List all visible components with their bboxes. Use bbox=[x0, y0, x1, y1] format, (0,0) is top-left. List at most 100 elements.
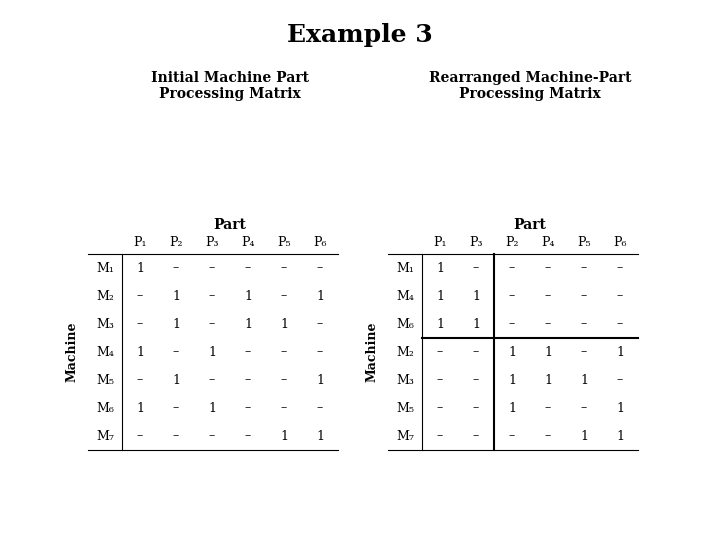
Text: –: – bbox=[137, 289, 143, 302]
Text: Example 3: Example 3 bbox=[287, 23, 433, 47]
Text: –: – bbox=[245, 261, 251, 274]
Text: –: – bbox=[545, 402, 551, 415]
Text: –: – bbox=[545, 289, 551, 302]
Text: 1: 1 bbox=[616, 429, 624, 442]
Text: –: – bbox=[317, 318, 323, 330]
Text: 1: 1 bbox=[508, 402, 516, 415]
Text: –: – bbox=[437, 346, 443, 359]
Text: –: – bbox=[509, 429, 515, 442]
Text: P₂: P₂ bbox=[505, 235, 518, 248]
Text: –: – bbox=[281, 346, 287, 359]
Text: 1: 1 bbox=[172, 318, 180, 330]
Text: –: – bbox=[473, 429, 479, 442]
Text: 1: 1 bbox=[616, 346, 624, 359]
Text: –: – bbox=[281, 402, 287, 415]
Text: P₁: P₁ bbox=[433, 235, 446, 248]
Text: 1: 1 bbox=[472, 318, 480, 330]
Text: 1: 1 bbox=[280, 318, 288, 330]
Text: –: – bbox=[437, 374, 443, 387]
Text: –: – bbox=[281, 289, 287, 302]
Text: –: – bbox=[545, 261, 551, 274]
Text: –: – bbox=[281, 374, 287, 387]
Text: 1: 1 bbox=[316, 374, 324, 387]
Text: –: – bbox=[173, 429, 179, 442]
Text: M₄: M₄ bbox=[396, 289, 414, 302]
Text: M₅: M₅ bbox=[396, 402, 414, 415]
Text: 1: 1 bbox=[136, 402, 144, 415]
Text: M₇: M₇ bbox=[96, 429, 114, 442]
Text: M₂: M₂ bbox=[396, 346, 414, 359]
Text: 1: 1 bbox=[580, 429, 588, 442]
Text: –: – bbox=[317, 261, 323, 274]
Text: –: – bbox=[617, 318, 623, 330]
Text: 1: 1 bbox=[436, 289, 444, 302]
Text: M₂: M₂ bbox=[96, 289, 114, 302]
Text: 1: 1 bbox=[580, 374, 588, 387]
Text: M₇: M₇ bbox=[396, 429, 414, 442]
Text: –: – bbox=[581, 346, 587, 359]
Text: –: – bbox=[209, 429, 215, 442]
Text: –: – bbox=[209, 318, 215, 330]
Text: 1: 1 bbox=[136, 346, 144, 359]
Text: –: – bbox=[209, 289, 215, 302]
Text: –: – bbox=[173, 261, 179, 274]
Text: 1: 1 bbox=[244, 318, 252, 330]
Text: P₄: P₄ bbox=[541, 235, 554, 248]
Text: 1: 1 bbox=[508, 346, 516, 359]
Text: Rearranged Machine-Part: Rearranged Machine-Part bbox=[428, 71, 631, 85]
Text: M₁: M₁ bbox=[96, 261, 114, 274]
Text: –: – bbox=[245, 402, 251, 415]
Text: –: – bbox=[509, 261, 515, 274]
Text: Machine: Machine bbox=[366, 322, 379, 382]
Text: 1: 1 bbox=[436, 318, 444, 330]
Text: M₃: M₃ bbox=[396, 374, 414, 387]
Text: –: – bbox=[173, 346, 179, 359]
Text: –: – bbox=[245, 346, 251, 359]
Text: –: – bbox=[617, 261, 623, 274]
Text: –: – bbox=[437, 429, 443, 442]
Text: M₆: M₆ bbox=[96, 402, 114, 415]
Text: –: – bbox=[581, 289, 587, 302]
Text: 1: 1 bbox=[136, 261, 144, 274]
Text: –: – bbox=[473, 346, 479, 359]
Text: Processing Matrix: Processing Matrix bbox=[459, 87, 601, 101]
Text: 1: 1 bbox=[316, 429, 324, 442]
Text: 1: 1 bbox=[172, 289, 180, 302]
Text: M₁: M₁ bbox=[396, 261, 414, 274]
Text: Part: Part bbox=[214, 218, 246, 232]
Text: –: – bbox=[317, 402, 323, 415]
Text: P₄: P₄ bbox=[241, 235, 255, 248]
Text: Machine: Machine bbox=[66, 322, 78, 382]
Text: 1: 1 bbox=[472, 289, 480, 302]
Text: 1: 1 bbox=[544, 346, 552, 359]
Text: –: – bbox=[281, 261, 287, 274]
Text: –: – bbox=[245, 374, 251, 387]
Text: –: – bbox=[581, 261, 587, 274]
Text: P₁: P₁ bbox=[133, 235, 147, 248]
Text: –: – bbox=[137, 374, 143, 387]
Text: P₆: P₆ bbox=[613, 235, 626, 248]
Text: 1: 1 bbox=[436, 261, 444, 274]
Text: P₅: P₅ bbox=[277, 235, 291, 248]
Text: –: – bbox=[473, 374, 479, 387]
Text: –: – bbox=[317, 346, 323, 359]
Text: Processing Matrix: Processing Matrix bbox=[159, 87, 301, 101]
Text: –: – bbox=[545, 429, 551, 442]
Text: –: – bbox=[209, 261, 215, 274]
Text: 1: 1 bbox=[208, 402, 216, 415]
Text: Initial Machine Part: Initial Machine Part bbox=[151, 71, 309, 85]
Text: M₃: M₃ bbox=[96, 318, 114, 330]
Text: 1: 1 bbox=[316, 289, 324, 302]
Text: –: – bbox=[473, 261, 479, 274]
Text: 1: 1 bbox=[544, 374, 552, 387]
Text: –: – bbox=[173, 402, 179, 415]
Text: –: – bbox=[545, 318, 551, 330]
Text: 1: 1 bbox=[508, 374, 516, 387]
Text: P₂: P₂ bbox=[169, 235, 183, 248]
Text: 1: 1 bbox=[244, 289, 252, 302]
Text: –: – bbox=[137, 429, 143, 442]
Text: –: – bbox=[509, 289, 515, 302]
Text: 1: 1 bbox=[172, 374, 180, 387]
Text: 1: 1 bbox=[208, 346, 216, 359]
Text: P₃: P₃ bbox=[205, 235, 219, 248]
